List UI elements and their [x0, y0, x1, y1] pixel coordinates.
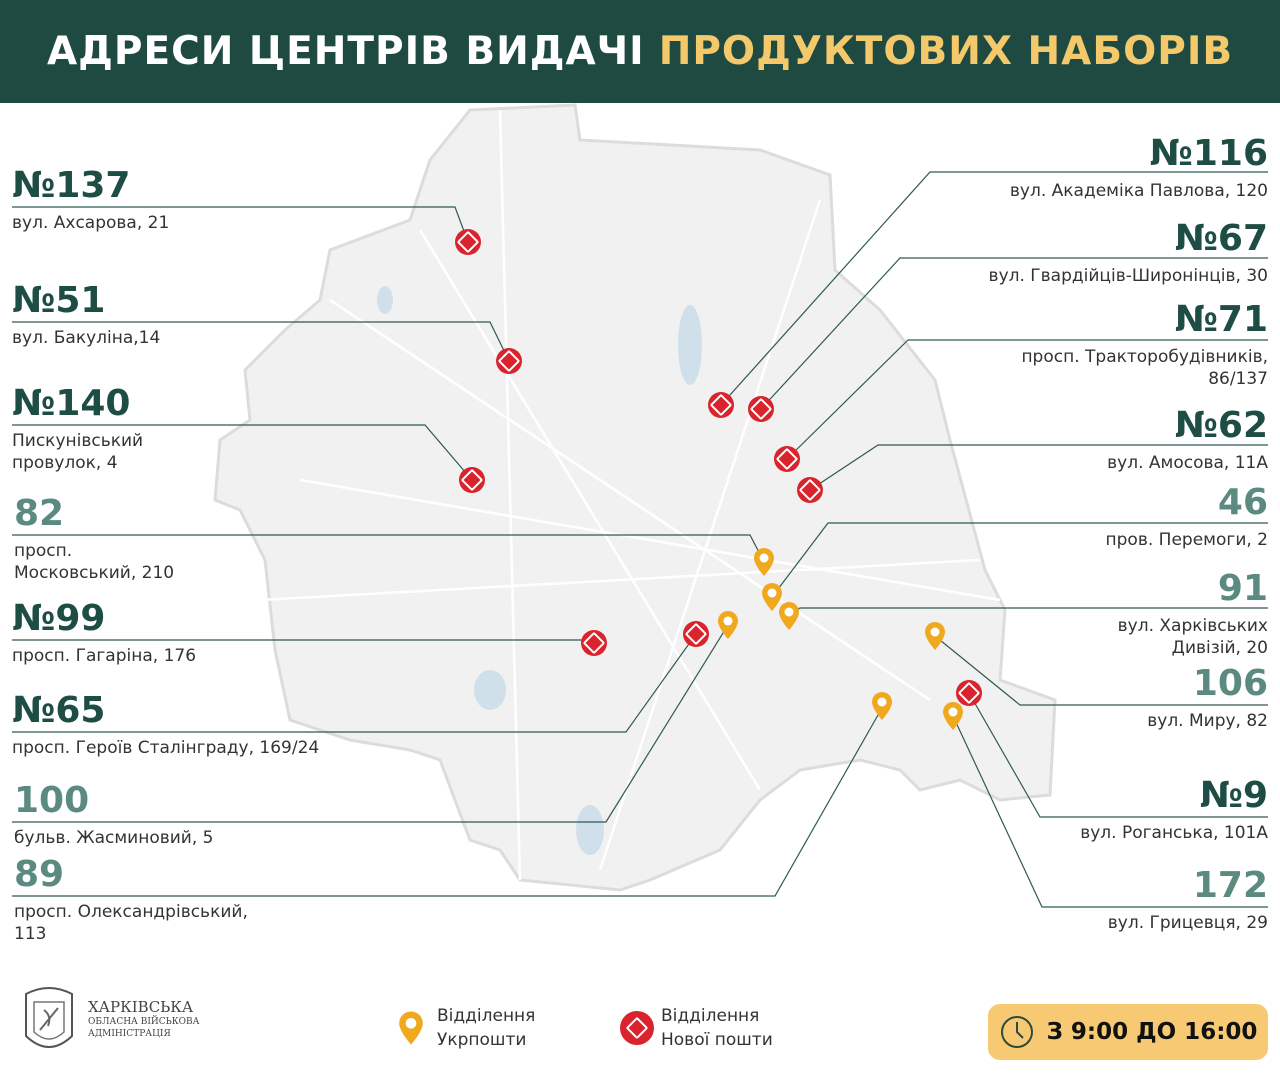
ukrposhta-marker[interactable]	[871, 691, 893, 721]
location-address: просп. Героїв Сталінграду, 169/24	[12, 738, 320, 758]
location-number: 172	[1192, 865, 1268, 906]
working-hours-badge: З 9:00 ДО 16:00	[988, 1004, 1268, 1060]
location-number: №137	[12, 165, 131, 206]
location-address: бульв. Жасминовий, 5	[14, 828, 214, 848]
location-address: вул. Миру, 82	[1147, 711, 1268, 731]
logo-name: ХАРКІВСЬКА	[88, 998, 194, 1016]
location-label: №99 просп. Гагаріна, 176	[12, 599, 196, 667]
location-address: вул. Гвардійців-Широнінців, 30	[988, 266, 1268, 286]
location-label: №71 просп. Тракторобудівників, 86/137	[1021, 300, 1268, 390]
ukrposhta-marker[interactable]	[778, 601, 800, 631]
location-address: 86/137	[1208, 369, 1268, 389]
location-address: вул. Грицевця, 29	[1107, 913, 1268, 933]
logo-subtitle: АДМІНІСТРАЦІЯ	[88, 1029, 171, 1039]
nova-poshta-marker[interactable]	[455, 229, 481, 255]
location-label: №62 вул. Амосова, 11А	[1107, 406, 1268, 474]
location-address: 113	[14, 924, 47, 944]
location-label: 89 просп. Олександрівський, 113	[14, 855, 248, 945]
location-number: №65	[12, 690, 106, 731]
location-label: 100 бульв. Жасминовий, 5	[14, 781, 213, 849]
location-address: вул. Амосова, 11А	[1107, 453, 1268, 473]
location-label: 46 пров. Перемоги, 2	[1106, 483, 1268, 551]
location-address: просп.	[14, 541, 73, 561]
title-highlight: ПРОДУКТОВИХ НАБОРІВ	[658, 29, 1234, 74]
nova-poshta-legend-icon	[620, 1011, 654, 1045]
location-address: просп. Гагаріна, 176	[12, 646, 197, 666]
nova-poshta-marker[interactable]	[748, 396, 774, 422]
location-number: №140	[12, 383, 131, 424]
location-label: №9 вул. Роганська, 101А	[1080, 776, 1268, 844]
legend-text: Відділення	[661, 1006, 760, 1026]
location-label: 82 просп. Московський, 210	[14, 494, 174, 584]
nova-poshta-marker[interactable]	[459, 467, 485, 493]
nova-poshta-marker[interactable]	[956, 680, 982, 706]
legend-text: Укрпошти	[437, 1030, 527, 1050]
location-address: вул. Ахсарова, 21	[12, 213, 170, 233]
location-label: №140 Пискунівський провулок, 4	[12, 384, 143, 474]
location-address: просп. Тракторобудівників,	[1021, 347, 1268, 367]
location-number: 82	[14, 493, 65, 534]
location-number: 46	[1217, 482, 1268, 523]
location-number: №62	[1174, 405, 1268, 446]
nova-poshta-marker[interactable]	[683, 621, 709, 647]
water	[377, 286, 702, 855]
location-number: 100	[14, 780, 90, 821]
ukrposhta-marker[interactable]	[753, 547, 775, 577]
location-label: №51 вул. Бакуліна,14	[12, 281, 160, 349]
location-address: вул. Академіка Павлова, 120	[1009, 181, 1268, 201]
clock-icon	[1000, 1016, 1033, 1048]
page-title: АДРЕСИ ЦЕНТРІВ ВИДАЧІ ПРОДУКТОВИХ НАБОРІ…	[0, 0, 1280, 103]
nova-poshta-marker[interactable]	[774, 446, 800, 472]
location-label: 172 вул. Грицевця, 29	[1108, 866, 1268, 934]
oblast-administration-logo: ХАРКІВСЬКА ОБЛАСНА ВІЙСЬКОВА АДМІНІСТРАЦ…	[18, 980, 199, 1058]
nova-poshta-marker[interactable]	[581, 630, 607, 656]
location-label: 106 вул. Миру, 82	[1147, 664, 1268, 732]
location-label: №116 вул. Академіка Павлова, 120	[1010, 134, 1268, 202]
location-address: Пискунівський	[12, 431, 144, 451]
nova-poshta-marker[interactable]	[708, 392, 734, 418]
location-address: Дивізій, 20	[1171, 638, 1268, 658]
legend-text: Нової пошти	[661, 1030, 773, 1050]
location-address: вул. Бакуліна,14	[12, 328, 161, 348]
logo-subtitle: ОБЛАСНА ВІЙСЬКОВА	[88, 1017, 200, 1027]
location-number: 106	[1192, 663, 1268, 704]
location-number: №9	[1199, 775, 1268, 816]
city-outline	[213, 103, 1057, 892]
location-address: просп. Олександрівський,	[14, 902, 248, 922]
location-address: провулок, 4	[12, 453, 118, 473]
nova-poshta-marker[interactable]	[496, 348, 522, 374]
location-label: №65 просп. Героїв Сталінграду, 169/24	[12, 691, 319, 759]
title-main: АДРЕСИ ЦЕНТРІВ ВИДАЧІ	[46, 29, 645, 74]
location-label: №67 вул. Гвардійців-Широнінців, 30	[989, 219, 1268, 287]
leader-lines	[12, 171, 1268, 908]
coat-of-arms-icon	[25, 987, 73, 1048]
ukrposhta-legend-icon	[399, 1011, 423, 1045]
location-number: 89	[14, 854, 65, 895]
location-number: №71	[1174, 299, 1268, 340]
location-address: пров. Перемоги, 2	[1105, 530, 1268, 550]
location-label: №137 вул. Ахсарова, 21	[12, 166, 169, 234]
ukrposhta-marker[interactable]	[717, 610, 739, 640]
ukrposhta-marker[interactable]	[942, 701, 964, 731]
ukrposhta-marker[interactable]	[761, 582, 783, 612]
location-number: 91	[1217, 568, 1268, 609]
location-address: вул. Харківських	[1117, 616, 1268, 636]
legend-text: Відділення	[437, 1006, 536, 1026]
location-number: №99	[12, 598, 106, 639]
location-number: №67	[1174, 218, 1268, 259]
legend-nova-poshta: Відділення Нової пошти	[661, 1004, 773, 1052]
nova-poshta-marker[interactable]	[797, 477, 823, 503]
ukrposhta-marker[interactable]	[924, 621, 946, 651]
location-label: 91 вул. Харківських Дивізій, 20	[1118, 569, 1268, 659]
location-number: №116	[1149, 133, 1268, 174]
location-address: Московський, 210	[14, 563, 175, 583]
legend-ukrposhta: Відділення Укрпошти	[437, 1004, 535, 1052]
working-hours: З 9:00 ДО 16:00	[1046, 1019, 1258, 1045]
location-number: №51	[12, 280, 106, 321]
location-address: вул. Роганська, 101А	[1080, 823, 1268, 843]
